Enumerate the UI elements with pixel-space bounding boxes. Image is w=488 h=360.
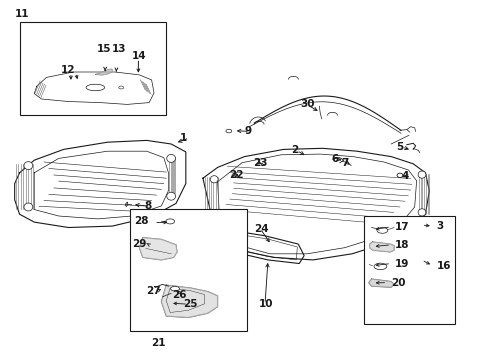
Text: 1: 1 [180,133,187,143]
Text: 21: 21 [151,338,166,348]
Text: 5: 5 [395,142,403,152]
Text: 9: 9 [244,126,251,136]
Text: 8: 8 [144,201,151,211]
Ellipse shape [210,176,218,183]
Ellipse shape [225,129,231,133]
Ellipse shape [119,86,123,89]
Text: 26: 26 [172,290,186,300]
Ellipse shape [373,263,386,270]
Text: 23: 23 [252,158,267,168]
Ellipse shape [24,162,33,170]
Ellipse shape [166,192,175,200]
Polygon shape [95,69,112,75]
Text: 25: 25 [183,299,198,309]
Bar [20,22,166,115]
Text: 27: 27 [145,286,160,296]
Text: 6: 6 [331,154,338,164]
Text: 17: 17 [394,222,409,232]
Text: 24: 24 [254,224,268,234]
Text: 28: 28 [134,216,149,226]
Ellipse shape [417,171,425,178]
Polygon shape [369,242,393,252]
Text: 19: 19 [394,258,408,269]
Text: 15: 15 [97,44,111,54]
Text: 11: 11 [15,9,29,19]
Text: 2: 2 [290,145,298,156]
Ellipse shape [165,219,174,224]
Text: 10: 10 [259,299,273,309]
Text: 7: 7 [341,158,348,168]
Ellipse shape [211,224,219,231]
Ellipse shape [166,154,175,162]
Text: 29: 29 [132,239,146,249]
Bar [364,216,454,324]
Text: 20: 20 [390,278,405,288]
Ellipse shape [24,203,33,211]
Text: 18: 18 [394,240,409,250]
Text: 30: 30 [300,99,315,109]
Text: 16: 16 [436,261,450,271]
Text: 4: 4 [401,171,408,181]
Text: 13: 13 [111,44,126,54]
Ellipse shape [86,84,104,91]
Polygon shape [139,238,177,260]
Text: 3: 3 [435,221,443,231]
Text: 14: 14 [132,51,146,61]
Ellipse shape [417,209,425,216]
Ellipse shape [231,174,237,177]
Bar [129,209,246,331]
Text: 12: 12 [61,65,76,75]
Polygon shape [368,279,393,287]
Text: 22: 22 [228,170,243,180]
Ellipse shape [396,173,402,177]
Polygon shape [161,285,217,318]
Ellipse shape [170,287,179,291]
Ellipse shape [376,228,387,233]
